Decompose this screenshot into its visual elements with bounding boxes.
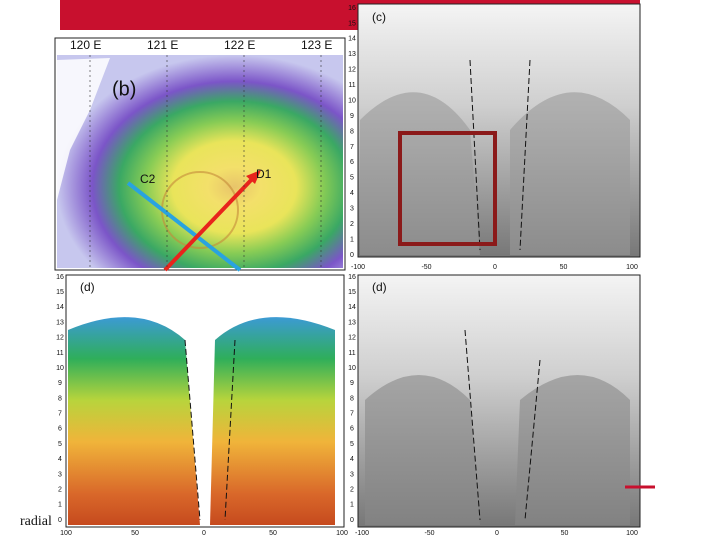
x-tick-label: -50 (421, 264, 431, 271)
y-tick-label: 5 (350, 441, 354, 448)
y-tick-label: 4 (350, 190, 354, 197)
y-tick-label: 3 (350, 471, 354, 478)
y-tick-label: 15 (348, 20, 356, 27)
x-tick-label: 0 (202, 530, 206, 537)
y-tick-label: 11 (348, 82, 355, 89)
x-tick-label: -50 (424, 530, 434, 537)
y-tick-label: 9 (58, 380, 62, 387)
x-tick-label: 50 (560, 264, 568, 271)
y-tick-label: 3 (58, 471, 62, 478)
y-tick-label: 13 (348, 51, 356, 58)
y-tick-label: 15 (56, 289, 64, 296)
y-tick-label: 1 (58, 502, 62, 509)
y-tick-label: 8 (350, 395, 354, 402)
y-tick-label: 0 (58, 517, 62, 524)
y-tick-label: 12 (56, 335, 64, 342)
panel-label: (b) (112, 78, 136, 100)
panel-label: (d) (80, 280, 95, 294)
y-tick-label: 4 (350, 456, 354, 463)
panel-label: (c) (372, 10, 386, 24)
y-tick-label: 6 (58, 426, 62, 433)
x-tick-label: -100 (351, 264, 365, 271)
y-tick-label: 14 (348, 36, 356, 43)
x-tick-label: 100 (336, 530, 348, 537)
y-tick-label: 1 (350, 502, 354, 509)
point-label: C2 (140, 172, 156, 186)
y-tick-label: 6 (350, 159, 354, 166)
x-tick-label: 100 (626, 530, 638, 537)
y-tick-label: 9 (350, 113, 354, 120)
lon-label: 122 E (224, 38, 255, 52)
y-tick-label: 8 (58, 395, 62, 402)
y-tick-label: 4 (58, 456, 62, 463)
lon-label: 123 E (301, 38, 332, 52)
x-tick-label: 50 (269, 530, 277, 537)
y-tick-label: 0 (350, 252, 354, 259)
y-tick-label: 16 (348, 274, 356, 281)
y-tick-label: 10 (56, 365, 64, 372)
y-tick-label: 11 (56, 350, 63, 357)
y-tick-label: 11 (348, 350, 355, 357)
y-tick-label: 12 (348, 67, 356, 74)
lon-label: 120 E (70, 38, 101, 52)
y-tick-label: 2 (350, 486, 354, 493)
y-tick-label: 13 (348, 319, 356, 326)
x-tick-label: 100 (626, 264, 638, 271)
y-tick-label: 13 (56, 319, 64, 326)
x-tick-label: 0 (493, 264, 497, 271)
y-tick-label: 2 (350, 221, 354, 228)
x-tick-label: -100 (355, 530, 369, 537)
y-tick-label: 0 (350, 517, 354, 524)
y-tick-label: 7 (58, 411, 62, 418)
panel-c: (c) (357, 3, 641, 258)
y-tick-label: 10 (348, 97, 356, 104)
y-tick-label: 6 (350, 426, 354, 433)
y-tick-label: 8 (350, 128, 354, 135)
y-tick-label: 14 (56, 304, 64, 311)
x-tick-label: 50 (561, 530, 569, 537)
y-tick-label: 5 (58, 441, 62, 448)
y-tick-label: 14 (348, 304, 356, 311)
y-tick-label: 10 (348, 365, 356, 372)
y-tick-label: 7 (350, 144, 354, 151)
x-tick-label: 50 (131, 530, 139, 537)
y-tick-label: 5 (350, 175, 354, 182)
point-label: D1 (256, 167, 272, 181)
y-tick-label: 16 (348, 5, 356, 12)
y-tick-label: 16 (56, 274, 64, 281)
y-tick-label: 7 (350, 411, 354, 418)
x-tick-label: 100 (60, 530, 72, 537)
y-tick-label: 12 (348, 335, 356, 342)
y-tick-label: 15 (348, 289, 356, 296)
y-tick-label: 3 (350, 206, 354, 213)
panel-label: (d) (372, 280, 387, 294)
y-tick-label: 2 (58, 486, 62, 493)
y-tick-label: 1 (350, 236, 354, 243)
panel-d-left: (d) (65, 274, 345, 528)
x-tick-label: 0 (495, 530, 499, 537)
y-tick-label: 9 (350, 380, 354, 387)
panel-b: (b) C2 D1 (54, 37, 346, 272)
lon-label: 121 E (147, 38, 178, 52)
caption: radial (20, 514, 52, 529)
panel-d-right: (d) (357, 274, 641, 528)
